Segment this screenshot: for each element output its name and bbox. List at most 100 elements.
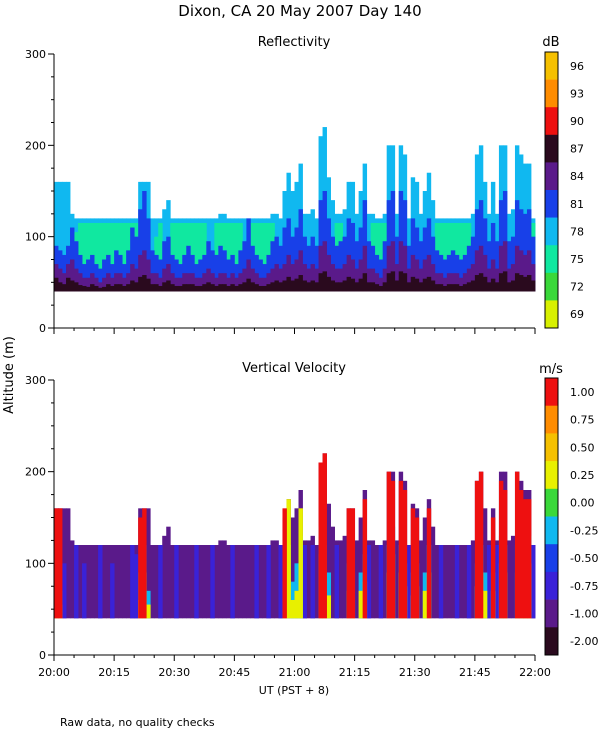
refl-layer-4-column [134, 282, 139, 292]
vel-layer-0-column [258, 545, 263, 619]
refl-layer-4-column [142, 275, 147, 292]
refl-layer-2-column [206, 241, 211, 292]
vel-layer-1-column [254, 545, 259, 619]
refl-layer-4-column [274, 280, 279, 292]
refl-layer-3-column [82, 277, 87, 292]
vel-x-tick-label: 21:00 [279, 666, 311, 679]
vel-layer-1-column [158, 545, 163, 619]
refl-layer-3-column [506, 268, 512, 292]
vel-layer-0-column [510, 535, 516, 619]
vel-colorbar-label: -2.00 [570, 635, 598, 648]
refl-layer-3-column [190, 273, 195, 292]
refl-layer-3-column [94, 277, 99, 292]
refl-layer-3-column [166, 264, 171, 292]
vel-layer-0-column [290, 517, 295, 619]
vel-x-tick-label: 22:00 [519, 666, 551, 679]
refl-layer-4-column [442, 285, 448, 292]
refl-layer-4-column [194, 285, 199, 292]
refl-layer-4-column [346, 276, 352, 292]
refl-layer-4-column [466, 282, 472, 292]
refl-layer-2-column [126, 250, 131, 292]
vel-layer-1-column [62, 563, 67, 619]
refl-layer-3-column [218, 273, 223, 292]
refl-layer-4-column [338, 282, 343, 292]
vel-layer-0-column [294, 508, 299, 619]
refl-layer-4-column [422, 278, 428, 292]
refl-layer-1-column [86, 222, 91, 292]
refl-layer-3-column [138, 254, 143, 292]
refl-layer-4-column [398, 271, 404, 292]
vel-layer-0-column [330, 526, 335, 619]
vel-layer-0-column [214, 545, 219, 619]
refl-colorbar-frame [544, 51, 559, 329]
refl-layer-4-column [410, 276, 416, 292]
refl-layer-3-column [402, 245, 408, 292]
refl-layer-4-column [318, 273, 323, 292]
vel-layer-3-column [146, 604, 151, 619]
refl-colorbar-label: 78 [570, 225, 584, 238]
vel-layer-0-column [166, 526, 171, 619]
refl-colorbar-swatch [545, 190, 558, 218]
refl-layer-3-column [198, 277, 203, 292]
refl-colorbar-label: 93 [570, 87, 584, 100]
refl-layer-1-column [82, 222, 87, 292]
vel-layer-0-column [154, 545, 159, 619]
vel-layer-0-column [122, 545, 127, 619]
vel-x-tick-label: 20:45 [219, 666, 251, 679]
vel-colorbar-swatch [545, 433, 558, 462]
refl-layer-2-column [402, 200, 408, 292]
refl-layer-2-column [106, 254, 111, 292]
refl-layer-3-column [306, 268, 311, 292]
refl-layer-3-column [334, 268, 339, 292]
vel-layer-0-column [506, 540, 512, 619]
vel-layer-4-column [362, 499, 368, 619]
refl-layer-4-column [122, 285, 127, 292]
vel-layer-4-column [526, 499, 532, 619]
refl-layer-1-column [174, 222, 179, 292]
refl-layer-4-column [518, 275, 524, 292]
vel-colorbar-swatch [545, 544, 558, 573]
refl-layer-3-column [290, 264, 295, 292]
vel-layer-0-column [106, 545, 111, 619]
refl-layer-3-column [90, 273, 95, 292]
refl-layer-2-column [182, 254, 187, 292]
refl-layer-4-column [294, 278, 299, 292]
refl-layer-4-column [290, 280, 295, 292]
vel-layer-0-column [126, 545, 131, 619]
refl-layer-3-column [526, 250, 532, 292]
refl-layer-2-column [454, 254, 460, 292]
refl-layer-4-column [462, 284, 468, 292]
vel-layer-4-column [282, 508, 287, 619]
refl-layer-4-column [214, 285, 219, 292]
vel-layer-0-column [270, 540, 275, 619]
refl-colorbar-label: 72 [570, 281, 584, 294]
refl-layer-3-column [426, 254, 432, 292]
refl-layer-2-column [230, 254, 235, 292]
refl-layer-3-column [142, 250, 147, 292]
vel-colorbar-swatch [545, 461, 558, 490]
refl-layer-4-column [430, 280, 436, 292]
refl-layer-3-column [314, 268, 319, 292]
refl-layer-0-column [62, 181, 67, 292]
refl-y-tick-label: 300 [25, 48, 46, 61]
velocity-title: Vertical Velocity [242, 361, 346, 376]
refl-layer-3-column [374, 273, 380, 292]
refl-colorbar-label: 87 [570, 143, 584, 156]
vel-layer-1-column [334, 545, 339, 619]
refl-layer-4-column [406, 282, 412, 292]
refl-layer-4-column [278, 282, 283, 292]
vel-layer-4-column [138, 517, 143, 619]
vel-layer-1-column [466, 545, 472, 619]
refl-layer-4-column [314, 282, 319, 292]
refl-layer-2-column [450, 250, 456, 292]
refl-layer-3-column [86, 277, 91, 292]
refl-layer-3-column [274, 264, 279, 292]
vel-layer-1-column [266, 545, 271, 619]
vel-layer-1-column [98, 545, 103, 619]
vel-layer-0-column [246, 545, 251, 619]
refl-layer-4-column [470, 280, 476, 292]
vel-colorbar-frame [544, 377, 559, 656]
refl-layer-3-column [358, 259, 364, 292]
refl-layer-4-column [426, 276, 432, 292]
refl-layer-4-column [310, 280, 315, 292]
